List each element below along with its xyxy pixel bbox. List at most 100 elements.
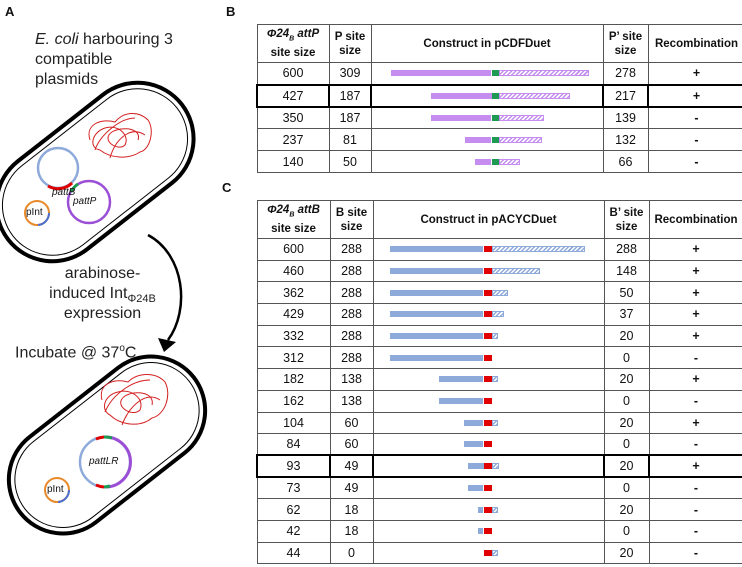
header-construct: Construct in pCDFDuet xyxy=(370,24,604,63)
core-bar xyxy=(484,463,492,470)
construct-cell xyxy=(372,281,605,305)
right-arm-bar xyxy=(491,419,499,426)
right-arm-bar xyxy=(498,114,544,121)
core-bar xyxy=(491,114,499,121)
table-row: 332 288 20 + xyxy=(256,324,742,348)
table-row: 362 288 50 + xyxy=(256,281,742,305)
site-size: 350 xyxy=(256,106,330,129)
right-arm-bar xyxy=(498,70,590,77)
construct-cell xyxy=(370,106,604,129)
construct-cell xyxy=(372,389,605,413)
panel-a-diagram xyxy=(0,80,208,536)
left-arm-bar xyxy=(463,419,484,426)
left-size: 81 xyxy=(328,128,372,151)
table-row: 182 138 20 + xyxy=(256,368,742,391)
right-size: 288 xyxy=(603,238,650,261)
left-arm-bar xyxy=(389,289,484,296)
left-size: 288 xyxy=(329,259,374,283)
right-arm-bar xyxy=(499,92,570,99)
header-p-site: P site size xyxy=(328,24,372,63)
construct-cell xyxy=(372,259,605,283)
construct-cell xyxy=(370,150,604,173)
header-recombination: Recombination xyxy=(648,200,742,239)
left-arm-bar xyxy=(477,528,484,535)
recombination: + xyxy=(648,411,742,435)
construct-cell xyxy=(372,454,605,479)
right-arm-bar xyxy=(498,136,542,143)
right-size: 20 xyxy=(603,368,650,391)
site-size: 44 xyxy=(256,541,331,565)
left-size: 288 xyxy=(329,281,374,305)
table-row: 44 0 20- xyxy=(256,541,742,565)
left-arm-bar xyxy=(390,70,492,77)
construct-cell xyxy=(372,346,605,370)
left-size: 50 xyxy=(328,150,372,173)
incubate-unit: C xyxy=(124,344,137,362)
core-bar xyxy=(492,92,499,99)
construct-cell xyxy=(372,303,605,326)
right-size: 50 xyxy=(603,281,650,305)
recombination: + xyxy=(647,83,742,108)
right-size: 20 xyxy=(603,498,650,521)
pint-label-after: pInt xyxy=(47,484,64,495)
recombination: + xyxy=(648,324,742,348)
construct-cell xyxy=(372,433,605,456)
table-row: 460 288 148 + xyxy=(256,259,742,283)
recombination: + xyxy=(648,303,742,326)
right-size: 0 xyxy=(603,346,650,370)
core-bar xyxy=(483,419,492,426)
title-rest: harbouring 3 xyxy=(78,31,173,48)
recombination: + xyxy=(648,238,742,261)
table-row: 600 288 288 + xyxy=(256,238,742,261)
title-italic: E. coli xyxy=(35,31,79,48)
core-bar xyxy=(483,268,492,275)
table-c: Φ24B attB site size B site size Construct… xyxy=(256,200,742,565)
right-size: 0 xyxy=(603,433,650,456)
recombination: + xyxy=(648,281,742,305)
construct-cell xyxy=(372,238,605,261)
construct-cell xyxy=(372,541,605,565)
table-row: 93 49 20 + xyxy=(256,454,742,479)
pattp-plasmid xyxy=(66,179,112,225)
core-bar xyxy=(483,528,492,535)
recombination: - xyxy=(648,498,742,521)
core-bar xyxy=(483,506,492,513)
left-size: 0 xyxy=(329,541,374,565)
right-arm-bar xyxy=(498,158,521,165)
left-size: 49 xyxy=(329,454,374,479)
table-row: 42 18 0- xyxy=(256,519,742,543)
site-size: 104 xyxy=(256,411,331,435)
right-size: 20 xyxy=(603,454,650,479)
construct-cell xyxy=(370,83,604,108)
core-bar xyxy=(483,549,492,556)
header-site-size: Φ24B attB site size xyxy=(256,200,331,239)
step-line3: expression xyxy=(63,305,142,322)
incubate-text: Incubate @ 37 xyxy=(15,344,120,362)
chromosome-icon xyxy=(100,374,169,426)
left-arm-bar xyxy=(467,485,484,492)
header-b-prime-site: B’ site size xyxy=(603,200,650,239)
site-size: 237 xyxy=(256,128,330,151)
core-bar xyxy=(483,441,492,448)
core-bar xyxy=(483,246,492,253)
right-arm-bar xyxy=(491,549,499,556)
table-row: 104 60 20 + xyxy=(256,411,742,435)
right-arm-bar xyxy=(491,289,508,296)
right-arm-bar xyxy=(491,246,586,253)
site-size: 427 xyxy=(256,83,330,108)
left-arm-bar xyxy=(389,354,484,361)
site-size: 182 xyxy=(256,368,331,391)
incubate-sup: o xyxy=(119,343,125,354)
site-size: 362 xyxy=(256,281,331,305)
panel-a-title: E. coli harbouring 3 xyxy=(35,31,173,49)
left-size: 18 xyxy=(329,519,374,543)
table-row: 62 18 20- xyxy=(256,498,742,521)
site-size: 93 xyxy=(256,454,331,479)
recombination: + xyxy=(647,62,742,85)
core-bar xyxy=(483,398,492,405)
site-size: 312 xyxy=(256,346,331,370)
left-arm-bar xyxy=(465,136,492,143)
header-b-site: B site size xyxy=(329,200,374,239)
site-size: 600 xyxy=(256,238,331,261)
site-size: 162 xyxy=(256,389,331,413)
